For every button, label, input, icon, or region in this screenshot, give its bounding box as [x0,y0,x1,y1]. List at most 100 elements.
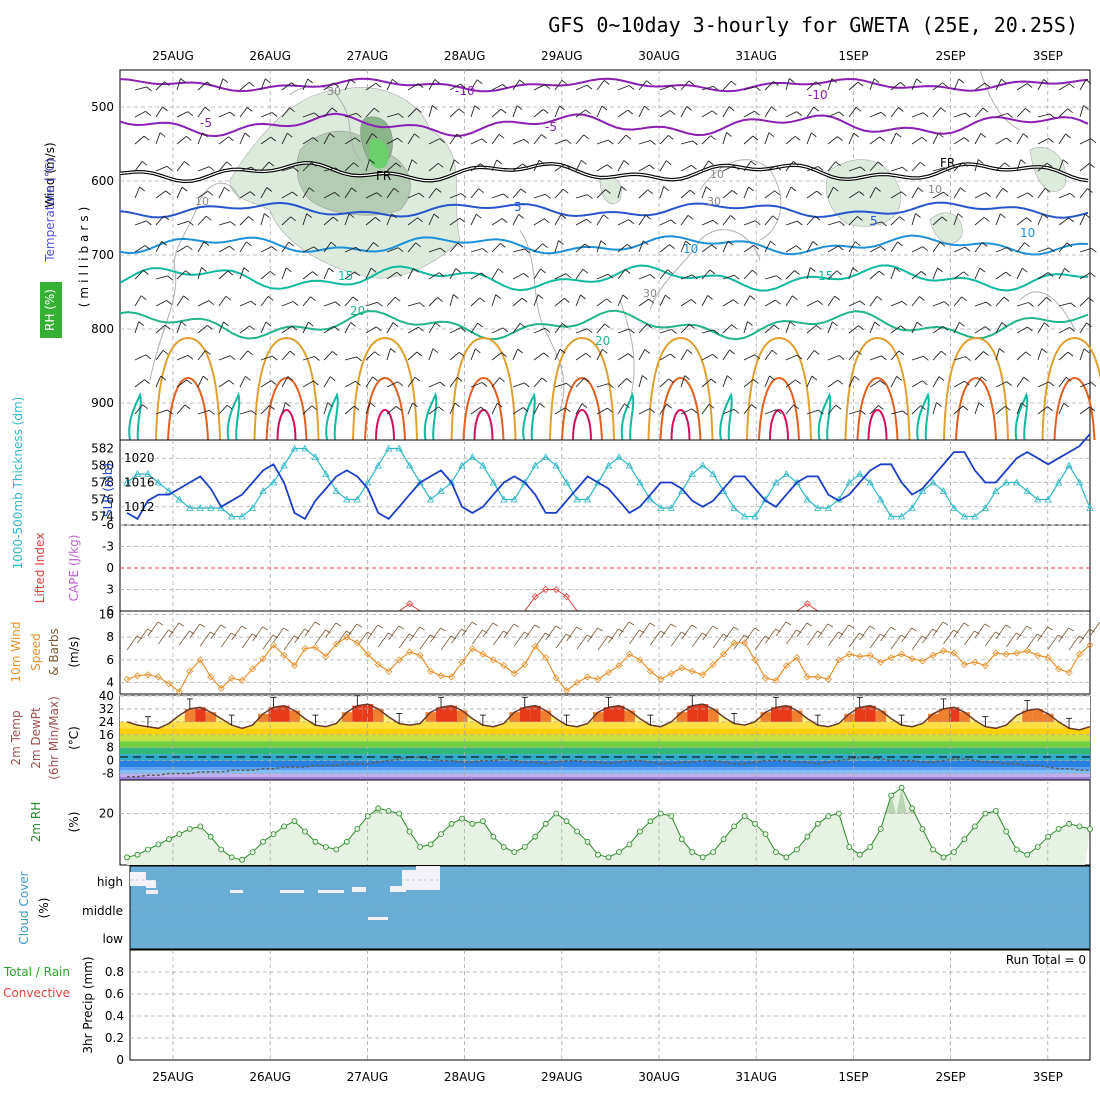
cape-tick-label: 0 [106,561,114,575]
wind-barb-flag [289,107,295,113]
bottom-date-label: 31AUG [735,1070,777,1084]
wind10-barb-shaft [754,635,766,651]
wind-barb-flag [775,165,782,171]
wind-barb-flag [921,271,927,276]
hot-dome-contour [462,376,505,441]
wind-barb-shaft [1079,381,1092,388]
wind-barb-flag [898,350,905,356]
temp-warm-cap [258,713,269,722]
cloud-ylabel: Cloud Cover [17,871,31,944]
wind-barb-flag [730,80,737,86]
wind-barb-shaft [659,110,671,118]
wind-barb-shaft [239,376,246,388]
rh-label-30-b: 30 [707,195,721,208]
wind10-marker [1065,668,1073,676]
wind10-barb-flag [827,623,834,628]
wind10-barb-shaft [126,635,138,651]
wind-barb-shaft [785,220,798,226]
wind-barb-flag [944,167,950,173]
wind10-barb-shaft [650,630,661,646]
wind-barb-shaft [953,405,964,415]
wind10-barb-flag [534,624,540,629]
wind10-marker [269,641,278,649]
wind10-barb-shaft [953,622,965,638]
wind-barb-flag [1025,108,1031,113]
thickness-marker [604,461,613,469]
rh2m-marker [124,854,130,861]
wind10-marker [290,662,299,670]
wind10-barb-flag [157,621,164,626]
wind-barb-shaft [470,163,481,172]
wind-barb-shaft [806,132,812,145]
wind-barb-shaft [890,325,901,334]
wind-barb-flag [982,107,989,113]
wind-barb-shaft [386,79,393,91]
wind-barb-shaft [344,296,354,307]
wind-barb-shaft [827,111,840,118]
wind10-tick-label: 6 [106,653,114,667]
wind-barb-flag [902,410,908,416]
wind10-marker [217,684,225,692]
rh2m-marker [762,831,769,837]
rh2m-marker [804,833,811,840]
wind10-marker [447,673,456,681]
precip-axis-ticks: 0.80.60.40.20 [105,965,124,1067]
wind-barb-flag [1047,406,1053,411]
wind-barb-flag [1064,268,1070,273]
wind-barb-shaft [953,322,960,334]
wind10-barb-shaft [702,625,714,641]
wind-barb-shaft [953,380,965,388]
warm-dome-contour [844,336,911,441]
wind-barb-flag [627,109,634,115]
wind-barb-flag [770,240,776,246]
wind-barb-flag [352,296,359,302]
wind-barb-flag [1046,162,1053,168]
rh2m-marker [720,836,727,843]
wind-barb-shaft [743,110,755,118]
thickness-marker [405,461,414,469]
wind-barb-shaft [302,405,313,415]
wind-barb-flag [1006,137,1012,143]
wind-barb-shaft [722,165,734,172]
wind-barb-shaft [176,78,181,91]
wind-barb-flag [811,375,818,381]
top-date-label: 31AUG [735,49,777,63]
wind-barb-flag [818,409,824,415]
wind10-marker [992,649,1000,657]
wind10-tick-label: 4 [106,676,114,690]
wind-barb-flag [373,107,380,113]
wind-barb-shaft [890,376,897,388]
wind-barb-shaft [302,187,310,199]
wind-barb-shaft [680,165,692,172]
wind-barb-flag [792,295,798,301]
wind10-barb-flag [178,622,185,627]
contour-label-5-b: 5 [870,214,878,228]
wind10-marker [154,673,162,681]
wind-barb-flag [414,376,421,382]
wind-barb-flag [480,406,487,412]
wind-barb-shaft [407,108,417,118]
wind-barb-shaft [953,356,966,361]
wind10-barb-shaft [995,624,1007,640]
temp-warm-cap [1032,708,1044,722]
wind10-barb-flag [1047,626,1053,631]
cloud-clear-gap [146,880,156,888]
wind-barb-flag [686,106,692,111]
bottom-date-label: 2SEP [936,1070,966,1084]
wind-barb-shaft [785,245,797,253]
wind-barb-flag [392,322,399,327]
wind-barb-flag [373,242,379,247]
wind-barb-shaft [806,241,814,253]
wind-barb-shaft [1016,402,1022,415]
wind-barb-flag [943,301,950,307]
wind-barb-flag [397,381,404,387]
wind10-marker [531,642,539,650]
wind-barb-flag [669,244,675,249]
wind-barb-shaft [764,132,770,145]
wind-barb-shaft [281,376,289,388]
thickness-marker [269,478,278,486]
wind10-barb-shaft [943,629,954,645]
cool-pocket-contour [325,391,339,441]
wind-barb-shaft [176,220,189,226]
wind10-marker [322,652,330,661]
